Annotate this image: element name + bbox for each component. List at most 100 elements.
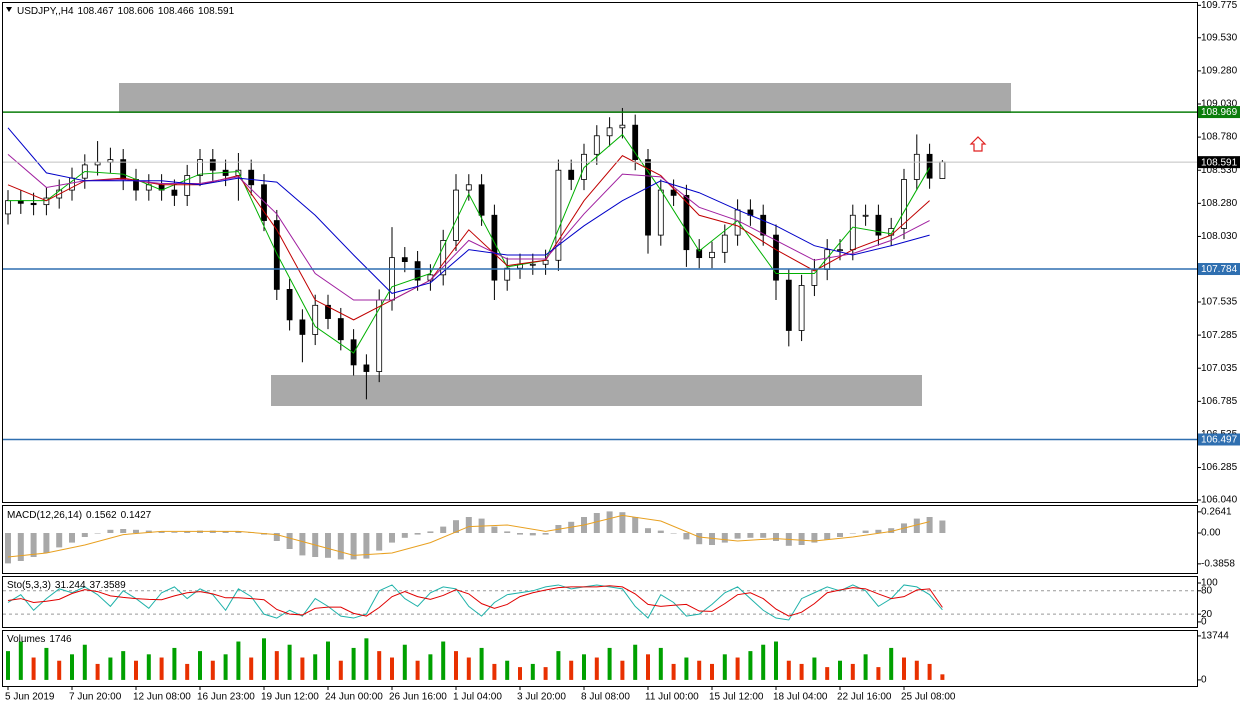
macd-bar xyxy=(939,520,946,533)
volume-panel xyxy=(2,630,1198,687)
moving-average xyxy=(7,153,930,301)
candle-body xyxy=(299,319,306,335)
level-label: 106.497 xyxy=(1201,435,1238,446)
volume-bar xyxy=(44,647,49,680)
sto-header: Sto(5,3,3) 31.244 37.3589 xyxy=(7,580,126,591)
volume-bar xyxy=(927,663,932,680)
sto-line xyxy=(7,585,943,617)
high-value: 108.606 xyxy=(118,6,155,17)
sto-title: Sto(5,3,3) xyxy=(7,580,51,591)
x-tick-label: 18 Jul 04:00 xyxy=(773,692,828,703)
price-label: 108.591 xyxy=(1201,157,1238,168)
candle-body xyxy=(760,214,767,236)
candle-body xyxy=(773,234,779,281)
candle-body xyxy=(197,159,203,176)
resistance-zone xyxy=(119,83,1011,113)
volume-bar xyxy=(607,647,612,680)
candle-body xyxy=(491,214,498,281)
volume-bar xyxy=(594,657,599,680)
volume-bar xyxy=(351,647,356,680)
volume-bar xyxy=(274,651,279,680)
level-label: 107.784 xyxy=(1201,264,1238,275)
volume-bar xyxy=(774,641,778,680)
volume-bar xyxy=(236,641,241,680)
volume-bar xyxy=(338,660,343,680)
macd-value: 0.1562 xyxy=(86,510,117,521)
volume-bar xyxy=(377,651,382,680)
macd-bar xyxy=(273,533,280,541)
volume-bar xyxy=(262,638,266,680)
volume-title: Volumes xyxy=(7,634,45,645)
volume-bar xyxy=(684,657,689,680)
volume-bar xyxy=(582,654,586,680)
volume-bar xyxy=(134,660,138,680)
macd-bar xyxy=(657,530,664,533)
volume-bar xyxy=(569,660,574,680)
macd-bar xyxy=(414,533,421,535)
candle-body xyxy=(875,214,882,236)
sto-main-value: 31.244 xyxy=(55,580,86,591)
price-label-box xyxy=(1198,156,1240,169)
volume-bar xyxy=(466,657,471,680)
macd-bar xyxy=(389,533,395,543)
candle-body xyxy=(645,159,651,236)
y-tick-label: -0.3858 xyxy=(1201,559,1235,570)
volume-bar xyxy=(18,641,23,680)
volume-bar xyxy=(825,667,830,680)
candle-body xyxy=(670,189,677,196)
volume-bar xyxy=(748,651,753,680)
volume-bar xyxy=(530,663,535,680)
macd-signal xyxy=(7,514,930,558)
candle-body xyxy=(465,184,472,191)
macd-bar xyxy=(824,533,831,540)
level-label-box xyxy=(1198,263,1240,276)
x-tick-label: 22 Jul 16:00 xyxy=(837,692,892,703)
candle-body xyxy=(683,194,690,251)
volume-bar xyxy=(402,644,407,680)
macd-bar xyxy=(145,530,152,533)
macd-bar xyxy=(17,533,24,561)
volume-bar xyxy=(889,647,894,680)
y-tick-label: 108.530 xyxy=(1201,165,1238,176)
candle-body xyxy=(939,161,946,179)
volume-bar xyxy=(697,660,702,680)
y-tick-label: 20 xyxy=(1201,609,1213,620)
macd-bar xyxy=(862,530,869,533)
macd-bar xyxy=(337,533,344,560)
macd-bar xyxy=(94,533,101,534)
y-tick-label: 0.2641 xyxy=(1201,507,1232,518)
candle-body xyxy=(273,220,280,290)
volume-bar xyxy=(415,660,420,680)
macd-bar xyxy=(619,512,626,533)
candle-body xyxy=(913,153,920,180)
candle-body xyxy=(43,197,50,206)
volume-bar xyxy=(876,667,881,680)
x-tick-label: 8 Jul 08:00 xyxy=(581,692,630,703)
moving-average xyxy=(7,127,930,294)
y-tick-label: 108.780 xyxy=(1201,132,1238,143)
y-tick-label: 106.785 xyxy=(1201,396,1238,407)
candle-body xyxy=(337,318,344,341)
macd-bar xyxy=(811,533,818,543)
volume-bar xyxy=(390,657,394,680)
volume-bar xyxy=(850,663,855,680)
macd-bar xyxy=(325,533,331,558)
macd-bar xyxy=(43,533,50,553)
volume-bar xyxy=(223,654,228,680)
open-value: 108.467 xyxy=(78,6,115,17)
macd-bar xyxy=(529,533,536,536)
candle-body xyxy=(171,189,178,196)
candle-body xyxy=(504,267,511,281)
close-value: 108.591 xyxy=(198,6,235,17)
volume-bar xyxy=(287,644,292,680)
x-tick-label: 7 Jun 20:00 xyxy=(69,692,122,703)
y-tick-label: 109.530 xyxy=(1201,32,1238,43)
macd-bar xyxy=(721,533,728,543)
up-arrow xyxy=(969,136,987,152)
macd-bar xyxy=(913,518,920,533)
moving-average xyxy=(7,155,930,321)
volume-bar xyxy=(505,660,510,680)
candle-body xyxy=(478,184,485,216)
candle-body xyxy=(696,249,703,259)
macd-bar xyxy=(926,517,933,533)
